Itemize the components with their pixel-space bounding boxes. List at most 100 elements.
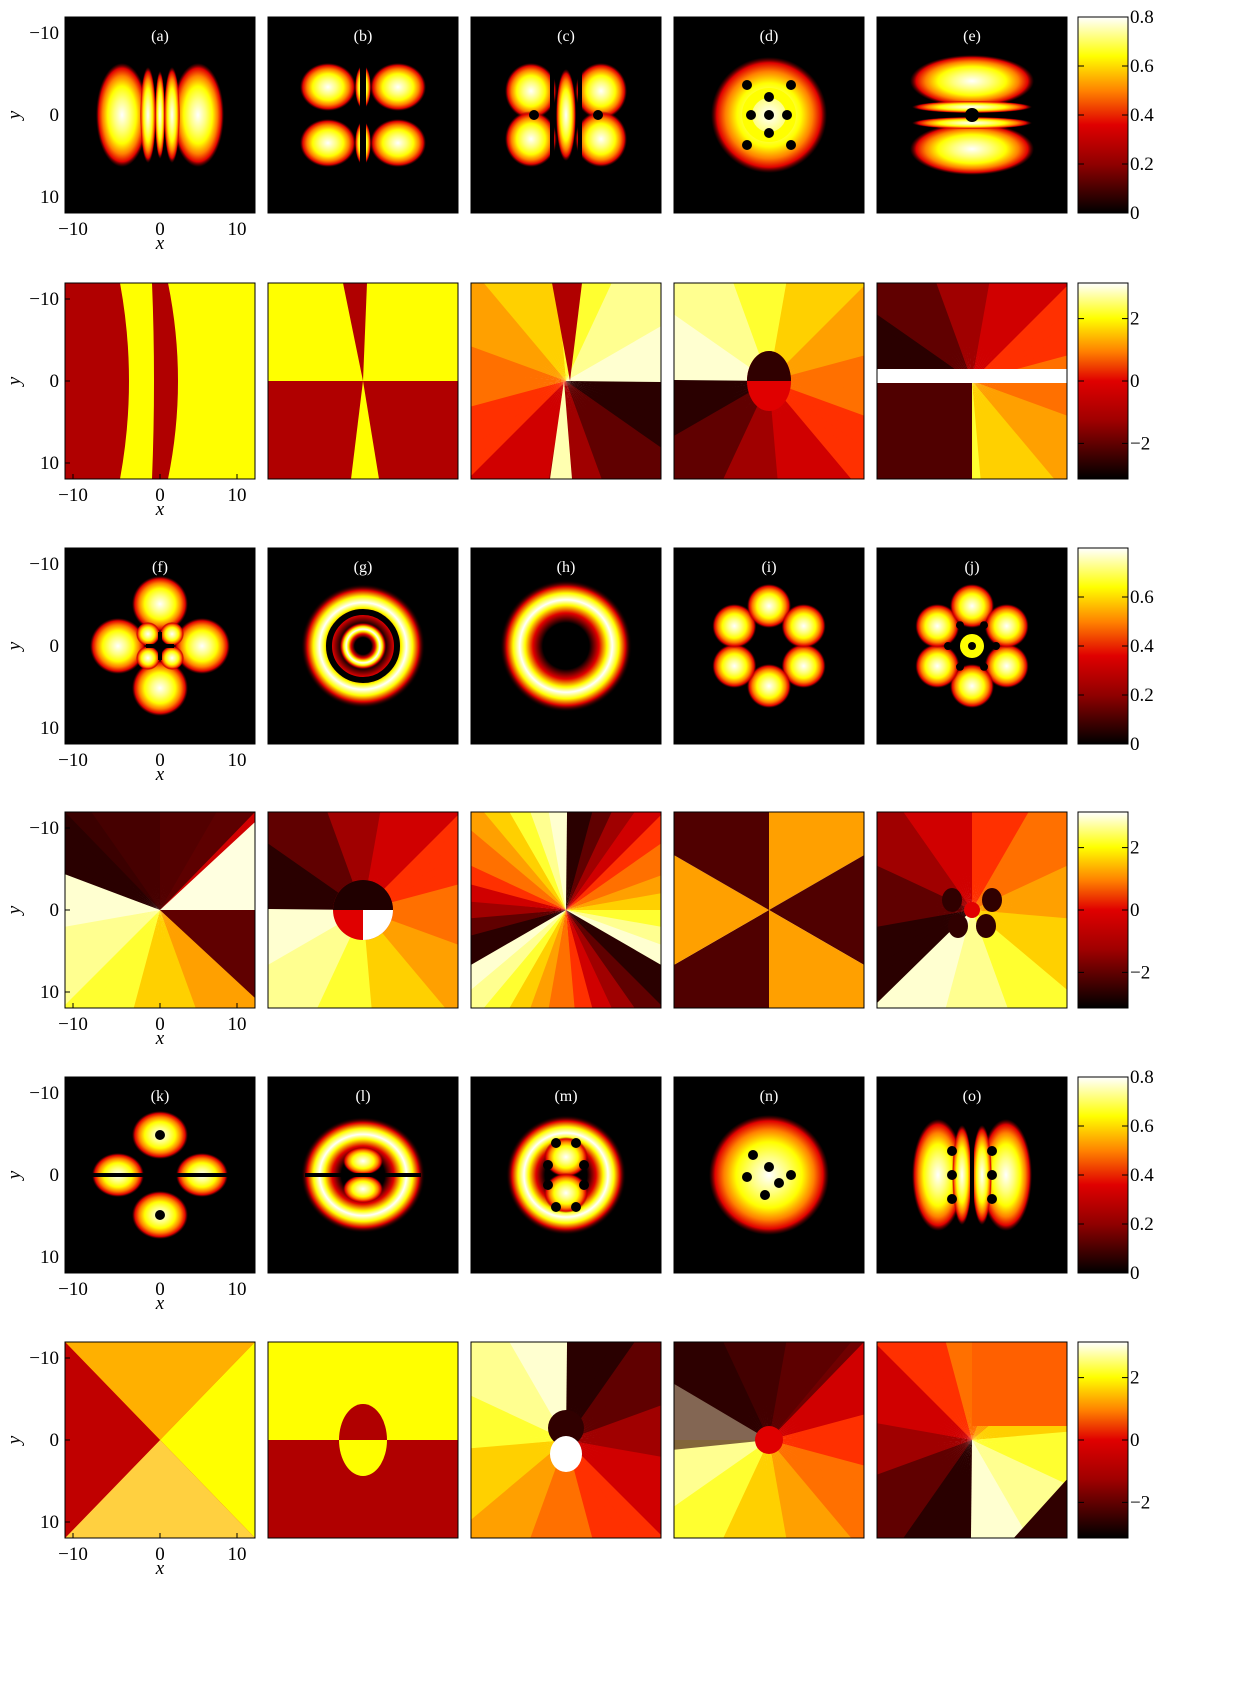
y-tick-label: −10 [29, 1083, 59, 1104]
vortex-core [980, 621, 988, 630]
panel-label: (o) [963, 1088, 982, 1105]
x-axis-label: x [155, 499, 165, 520]
y-tick-label: 0 [50, 900, 60, 921]
vortex-core [748, 1150, 758, 1160]
vortex-core [155, 1210, 165, 1220]
density-lobe [343, 1147, 383, 1175]
panel-label: (m) [554, 1088, 577, 1105]
density-lobe [343, 1175, 383, 1203]
panel-frame [267, 282, 459, 480]
panel-frame [267, 1341, 459, 1539]
y-tick-label: 0 [50, 636, 60, 657]
panel-label: (g) [354, 559, 373, 576]
vortex-core [782, 110, 792, 120]
y-tick-label: 0 [50, 105, 60, 126]
vortex-core [980, 662, 988, 671]
density-lobe [712, 644, 757, 688]
vortex-core [571, 1202, 581, 1212]
colorbar-tick-label: 0 [1130, 900, 1140, 921]
phase-colorbar [1077, 811, 1129, 1009]
vortex-core [593, 110, 603, 120]
x-axis-label: x [155, 1028, 165, 1049]
density-lobe [781, 644, 826, 688]
x-tick-label: 0 [155, 1544, 165, 1565]
density-lobe [370, 63, 426, 111]
phase-colorbar [1077, 282, 1129, 480]
phase-panel-4-5 [877, 812, 1067, 1008]
density-lobe [136, 646, 160, 670]
density-panel-5-2 [268, 1077, 458, 1273]
panel-frame [876, 1076, 1068, 1274]
panel-label: (a) [151, 28, 169, 45]
panel-frame [470, 811, 662, 1009]
density-lobe [544, 1137, 588, 1177]
vortex-core [746, 110, 756, 120]
x-tick-label: 10 [228, 1014, 247, 1035]
y-tick-label: 10 [40, 1247, 59, 1268]
colorbar-tick-label: 0 [1130, 203, 1140, 224]
panel-label: (j) [964, 559, 979, 576]
phase-panel-2-3 [471, 283, 661, 479]
vortex-core [992, 642, 1000, 650]
panel-frame [673, 1076, 865, 1274]
density-lobe [915, 644, 960, 688]
panel-frame [267, 547, 459, 745]
vortex-core [947, 1194, 957, 1204]
density-panel-5-3 [471, 1077, 661, 1273]
panel-frame [470, 1076, 662, 1274]
colorbar-tick-label: 0.6 [1130, 56, 1154, 77]
y-tick-label: 0 [50, 371, 60, 392]
colorbar-tick-label: 0.8 [1130, 7, 1154, 28]
panel-frame [876, 282, 1068, 480]
colorbar-tick-label: 0.4 [1130, 1165, 1154, 1186]
y-axis-label: y [4, 1170, 25, 1181]
y-tick-label: 0 [50, 1430, 60, 1451]
density-lobe [155, 71, 165, 159]
density-lobe [950, 584, 994, 628]
phase-panel-4-2 [268, 812, 458, 1008]
density-lobe [160, 646, 184, 670]
panel-label: (i) [761, 559, 776, 576]
y-axis-label: y [4, 641, 25, 652]
vortex-core [968, 642, 976, 650]
density-lobe [912, 101, 1032, 113]
x-tick-label: 10 [228, 485, 247, 506]
x-tick-label: 10 [228, 1544, 247, 1565]
density-lobe [96, 63, 148, 167]
y-tick-label: 10 [40, 453, 59, 474]
density-panel-3-5 [877, 548, 1067, 744]
vortex-core [764, 110, 774, 120]
y-axis-label: y [4, 110, 25, 121]
density-lobe [164, 67, 180, 163]
density-lobe [90, 618, 146, 674]
density-lobe [136, 622, 160, 646]
phase-panel-2-5 [877, 283, 1067, 479]
phase-panel-2-1 [65, 283, 255, 479]
panel-frame [470, 547, 662, 745]
density-panel-5-5 [877, 1077, 1067, 1273]
density-lobe [712, 604, 757, 648]
x-tick-label: −10 [58, 1544, 88, 1565]
vortex-core [742, 1172, 752, 1182]
density-lobe [575, 111, 627, 167]
vortex-core [543, 1180, 553, 1190]
phase-panel-6-2 [268, 1342, 458, 1538]
colorbar-tick-label: 0.6 [1130, 587, 1154, 608]
colorbar-tick-label: 0 [1130, 1263, 1140, 1284]
panel-label: (c) [557, 28, 575, 45]
density-lobe [160, 622, 184, 646]
density-lobe [950, 664, 994, 708]
x-tick-label: −10 [58, 219, 88, 240]
x-axis-label: x [155, 1293, 165, 1314]
vortex-core [786, 80, 796, 90]
vortex-core [947, 1170, 957, 1180]
x-tick-label: 0 [155, 1279, 165, 1300]
density-panel-3-1 [65, 548, 255, 744]
vortex-core [965, 108, 979, 122]
density-colorbar [1077, 547, 1129, 745]
vortex-core [947, 1146, 957, 1156]
density-colorbar [1077, 16, 1129, 214]
panel-frame [267, 811, 459, 1009]
x-tick-label: 0 [155, 485, 165, 506]
density-lobe [972, 1125, 992, 1225]
